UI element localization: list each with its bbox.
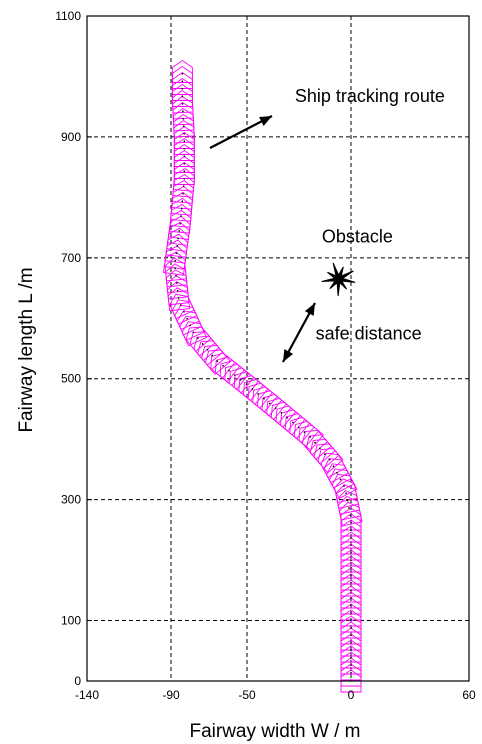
y-tick-label: 0 (74, 674, 81, 688)
y-tick-label: 700 (61, 251, 81, 265)
ship-hull (270, 401, 297, 428)
ship-hulls-layer (162, 59, 363, 693)
ship-route-arrow (209, 115, 273, 149)
annotation-label-0: Ship tracking route (295, 86, 445, 106)
track-centerline (174, 70, 352, 681)
ship-hull (289, 417, 315, 444)
arrow-head (304, 303, 315, 316)
obstacle-marker (321, 262, 356, 297)
y-tick-label: 900 (61, 130, 81, 144)
obstacle-layer (321, 262, 356, 297)
ship-hull (298, 424, 325, 451)
y-tick-label: 500 (61, 372, 81, 386)
annotation-label-1: Obstacle (322, 227, 393, 247)
track-centerline-layer (174, 70, 352, 681)
ship-hull (193, 335, 220, 362)
ship-hull (164, 257, 187, 282)
y-axis-label: Fairway length L /m (16, 267, 37, 432)
ship-hull (197, 340, 224, 366)
ship-hull (261, 394, 288, 421)
ship-hull (252, 386, 278, 413)
ship-hull (305, 434, 332, 460)
y-tick-label: 300 (61, 493, 81, 507)
ship-hull (229, 367, 255, 394)
y-tick-label: 100 (61, 614, 81, 628)
ship-hull (266, 397, 292, 424)
ship-hull (247, 382, 274, 409)
ship-hull (238, 375, 264, 402)
annotation-label-2: safe distance (316, 323, 422, 343)
plot-frame (86, 15, 470, 682)
annotation-text-layer: Ship tracking route Obstacle safe distance (295, 86, 445, 344)
ship-hull (215, 356, 241, 383)
ship-hull (171, 59, 193, 83)
arrow-head (259, 116, 272, 126)
x-tick-label: 0 (348, 688, 355, 702)
annotation-arrows-layer (209, 115, 316, 363)
ship-hull (169, 293, 195, 320)
x-tick-label: 60 (462, 688, 476, 702)
x-tick-label: -50 (238, 688, 256, 702)
ship-hull (284, 413, 311, 440)
safe-distance-arrow (282, 302, 316, 363)
grid-layer (87, 16, 469, 681)
ship-hull (210, 352, 236, 379)
x-tick-label: -90 (162, 688, 180, 702)
y-tick-label: 1100 (55, 9, 81, 23)
arrow-head (283, 349, 294, 362)
ship-hull (275, 405, 301, 432)
tick-layer: -140 -90 -50 0 60 0 100 300 500 700 900 1100 (55, 9, 476, 702)
ship-hull (185, 326, 212, 352)
x-axis-label: Fairway width W / m (189, 721, 360, 742)
x-tick-label: -140 (75, 688, 99, 702)
ship-hull (224, 363, 250, 390)
